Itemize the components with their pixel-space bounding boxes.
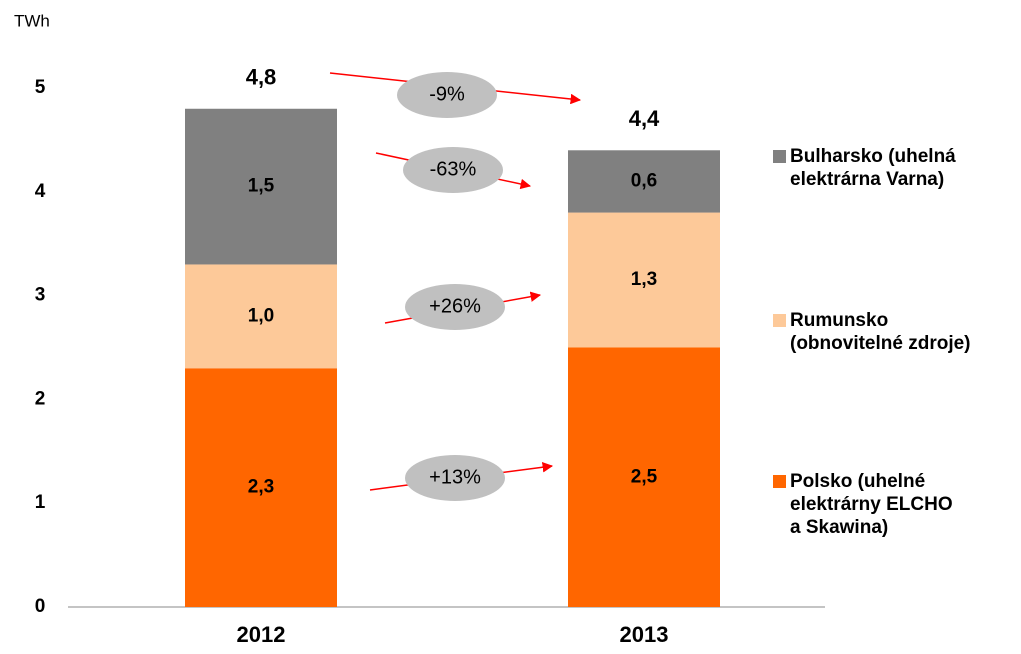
x-tick-label: 2013 <box>620 622 669 647</box>
value-label: 0,6 <box>631 170 657 191</box>
value-label: 1,5 <box>248 176 275 197</box>
y-tick-label: 3 <box>35 285 46 306</box>
bar-segment <box>185 108 337 265</box>
bar-segment <box>185 264 337 369</box>
annotation-bubble <box>397 72 497 118</box>
y-axis-label: TWh <box>14 11 50 30</box>
annotation: -63% <box>430 158 477 180</box>
value-label: 2,3 <box>248 477 274 498</box>
bar-segment <box>185 368 337 607</box>
x-tick-label: 2012 <box>237 622 286 647</box>
total-label: 4,4 <box>629 106 660 131</box>
value-label: 1,0 <box>248 305 274 326</box>
legend-label: Polsko (uhelné elektrárny ELCHO a Skawin… <box>790 471 953 538</box>
y-tick-label: 5 <box>35 77 46 98</box>
value-label: 2,5 <box>631 466 658 487</box>
y-tick-label: 4 <box>35 181 46 202</box>
legend-label: Rumunsko (obnovitelné zdroje) <box>790 310 971 354</box>
total-label: 4,8 <box>246 65 277 90</box>
annotation: +13% <box>429 466 481 488</box>
bar-segment <box>568 150 720 213</box>
legend-label: Bulharsko (uhelná elektrárna Varna) <box>790 146 956 190</box>
value-label: 1,3 <box>631 269 657 290</box>
bar-segment <box>568 347 720 607</box>
y-tick-label: 1 <box>35 492 46 513</box>
annotation-bubble <box>403 147 503 193</box>
bar-segment <box>568 212 720 348</box>
annotation: +26% <box>429 295 481 317</box>
legend-swatch <box>773 475 786 488</box>
y-tick-label: 2 <box>35 388 46 409</box>
annotation-bubble <box>405 455 505 501</box>
annotation: -9% <box>429 83 465 105</box>
legend-swatch <box>773 150 786 163</box>
annotation-bubble <box>405 284 505 330</box>
y-tick-label: 0 <box>35 596 46 617</box>
legend-swatch <box>773 314 786 327</box>
